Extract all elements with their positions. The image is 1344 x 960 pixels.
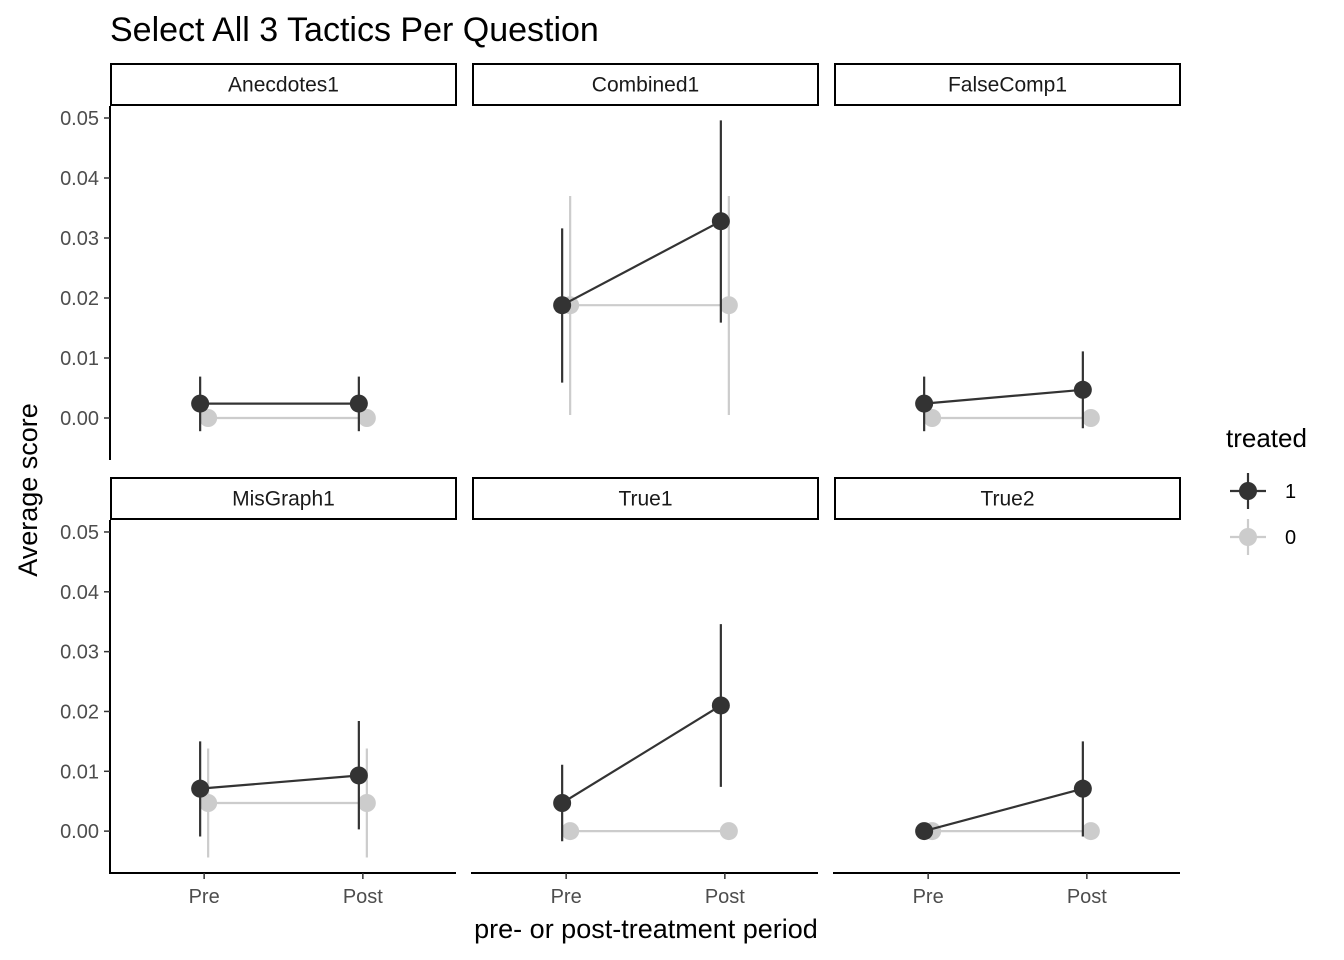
facet-panel-falsecomp1: FalseComp1 — [834, 63, 1181, 432]
legend-title: treated — [1226, 423, 1307, 453]
facet-strip-label: Combined1 — [592, 74, 699, 97]
series-treated-0 — [199, 409, 376, 427]
y-tick-label: 0.02 — [60, 288, 99, 310]
x-axis-title: pre- or post-treatment period — [474, 914, 818, 944]
data-point — [719, 822, 738, 841]
chart-title: Select All 3 Tactics Per Question — [110, 11, 599, 49]
data-point — [915, 394, 934, 413]
series-line — [924, 388, 1083, 405]
series-treated-0 — [561, 822, 738, 841]
facet-strip — [834, 477, 1181, 520]
facet-strip-label: MisGraph1 — [232, 488, 335, 511]
data-point — [349, 394, 368, 413]
data-point — [199, 793, 218, 812]
data-point — [357, 793, 376, 812]
series-line — [561, 704, 722, 804]
x-tick-label: Pre — [551, 886, 582, 908]
data-point — [915, 822, 934, 841]
facet-strip — [834, 63, 1181, 106]
data-point — [199, 409, 218, 427]
series-treated-0 — [923, 409, 1100, 427]
series-treated-1 — [553, 120, 730, 383]
data-point — [553, 793, 572, 812]
y-tick-label: 0.05 — [60, 522, 99, 544]
series-treated-0 — [561, 196, 738, 415]
facet-panel-true2: True2 Pre Post — [833, 477, 1181, 908]
series-treated-1 — [191, 721, 368, 837]
series-treated-1 — [191, 376, 368, 432]
data-point — [1081, 409, 1100, 427]
series-treated-0 — [199, 748, 376, 858]
data-point — [711, 696, 730, 715]
data-point — [357, 409, 376, 427]
facet-strip-label: True1 — [618, 488, 672, 511]
facet-strip-label: True2 — [980, 488, 1034, 511]
data-point — [1081, 822, 1100, 841]
data-point — [1073, 779, 1092, 798]
legend-label: 0 — [1285, 527, 1296, 549]
y-tick-label: 0.03 — [60, 228, 99, 250]
legend-keys: 10 — [1230, 473, 1296, 555]
data-point — [923, 409, 942, 427]
series-treated-1 — [553, 624, 730, 842]
facet-panels: Anecdotes1 0.00 0.01 0.02 0.03 0.04 0.05 Combin… — [60, 63, 1181, 908]
y-tick-label: 0.00 — [60, 408, 99, 430]
series-treated-1 — [915, 351, 1092, 432]
facet-panel-anecdotes1: Anecdotes1 0.00 0.01 0.02 0.03 0.04 0.05 — [60, 63, 457, 460]
legend-key-0: 0 — [1230, 519, 1296, 555]
legend: treated 10 — [1226, 423, 1307, 555]
y-axis-title: Average score — [13, 403, 43, 577]
facet-strip — [110, 63, 457, 106]
series-line — [561, 220, 722, 307]
legend-label: 1 — [1285, 481, 1296, 503]
data-point — [349, 766, 368, 785]
facet-strip — [110, 477, 457, 520]
series-line — [200, 774, 359, 790]
y-tick-label: 0.03 — [60, 642, 99, 664]
legend-key-point — [1239, 528, 1257, 546]
x-tick-label: Post — [1067, 886, 1107, 908]
facet-strip — [472, 477, 819, 520]
data-point — [711, 212, 730, 231]
y-tick-label: 0.05 — [60, 108, 99, 130]
series-treated-1 — [915, 741, 1092, 841]
x-tick-label: Post — [705, 886, 745, 908]
x-tick-label: Pre — [913, 886, 944, 908]
y-tick-label: 0.01 — [60, 348, 99, 370]
y-tick-label: 0.04 — [60, 168, 99, 190]
y-tick-label: 0.00 — [60, 821, 99, 843]
legend-key-1: 1 — [1230, 473, 1296, 509]
data-point — [191, 394, 210, 413]
y-tick-label: 0.04 — [60, 582, 99, 604]
y-tick-label: 0.02 — [60, 701, 99, 723]
legend-key-point — [1239, 482, 1257, 500]
series-line — [923, 787, 1084, 833]
data-point — [719, 296, 738, 315]
facet-panel-combined1: Combined1 — [472, 63, 819, 415]
data-point — [553, 296, 572, 315]
x-tick-label: Post — [343, 886, 383, 908]
x-tick-label: Pre — [189, 886, 220, 908]
facet-strip-label: Anecdotes1 — [228, 74, 339, 97]
data-point — [191, 779, 210, 798]
facet-strip-label: FalseComp1 — [948, 74, 1067, 97]
data-point — [561, 822, 580, 841]
data-point — [1073, 380, 1092, 399]
facet-strip — [472, 63, 819, 106]
facet-panel-misgraph1: MisGraph1 0.00 0.01 0.02 0.03 0.04 0.05 Pre Post — [60, 477, 457, 908]
y-tick-label: 0.01 — [60, 761, 99, 783]
facet-panel-true1: True1 Pre Post — [471, 477, 819, 908]
